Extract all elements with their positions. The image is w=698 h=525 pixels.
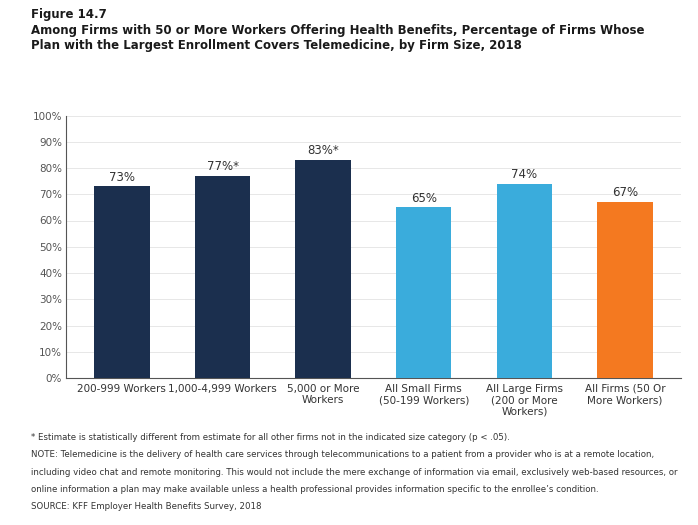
Text: NOTE: Telemedicine is the delivery of health care services through telecommunica: NOTE: Telemedicine is the delivery of he…: [31, 450, 655, 459]
Text: including video chat and remote monitoring. This would not include the mere exch: including video chat and remote monitori…: [31, 468, 678, 477]
Bar: [597, 202, 653, 378]
Bar: [195, 176, 250, 378]
Text: 77%*: 77%*: [207, 160, 239, 173]
Text: * Estimate is statistically different from estimate for all other firms not in t: * Estimate is statistically different fr…: [31, 433, 510, 442]
Bar: [497, 184, 552, 378]
Bar: [94, 186, 149, 378]
Text: 65%: 65%: [410, 192, 437, 205]
Text: 67%: 67%: [612, 186, 638, 200]
Bar: [396, 207, 452, 378]
Text: 74%: 74%: [512, 168, 537, 181]
Text: SOURCE: KFF Employer Health Benefits Survey, 2018: SOURCE: KFF Employer Health Benefits Sur…: [31, 502, 262, 511]
Text: Figure 14.7: Figure 14.7: [31, 8, 107, 21]
Text: Among Firms with 50 or More Workers Offering Health Benefits, Percentage of Firm: Among Firms with 50 or More Workers Offe…: [31, 24, 645, 37]
Text: 73%: 73%: [109, 171, 135, 184]
Bar: [295, 160, 351, 378]
Text: online information a plan may make available unless a health professional provid: online information a plan may make avail…: [31, 485, 599, 494]
Text: 83%*: 83%*: [307, 144, 339, 157]
Text: Plan with the Largest Enrollment Covers Telemedicine, by Firm Size, 2018: Plan with the Largest Enrollment Covers …: [31, 39, 522, 52]
